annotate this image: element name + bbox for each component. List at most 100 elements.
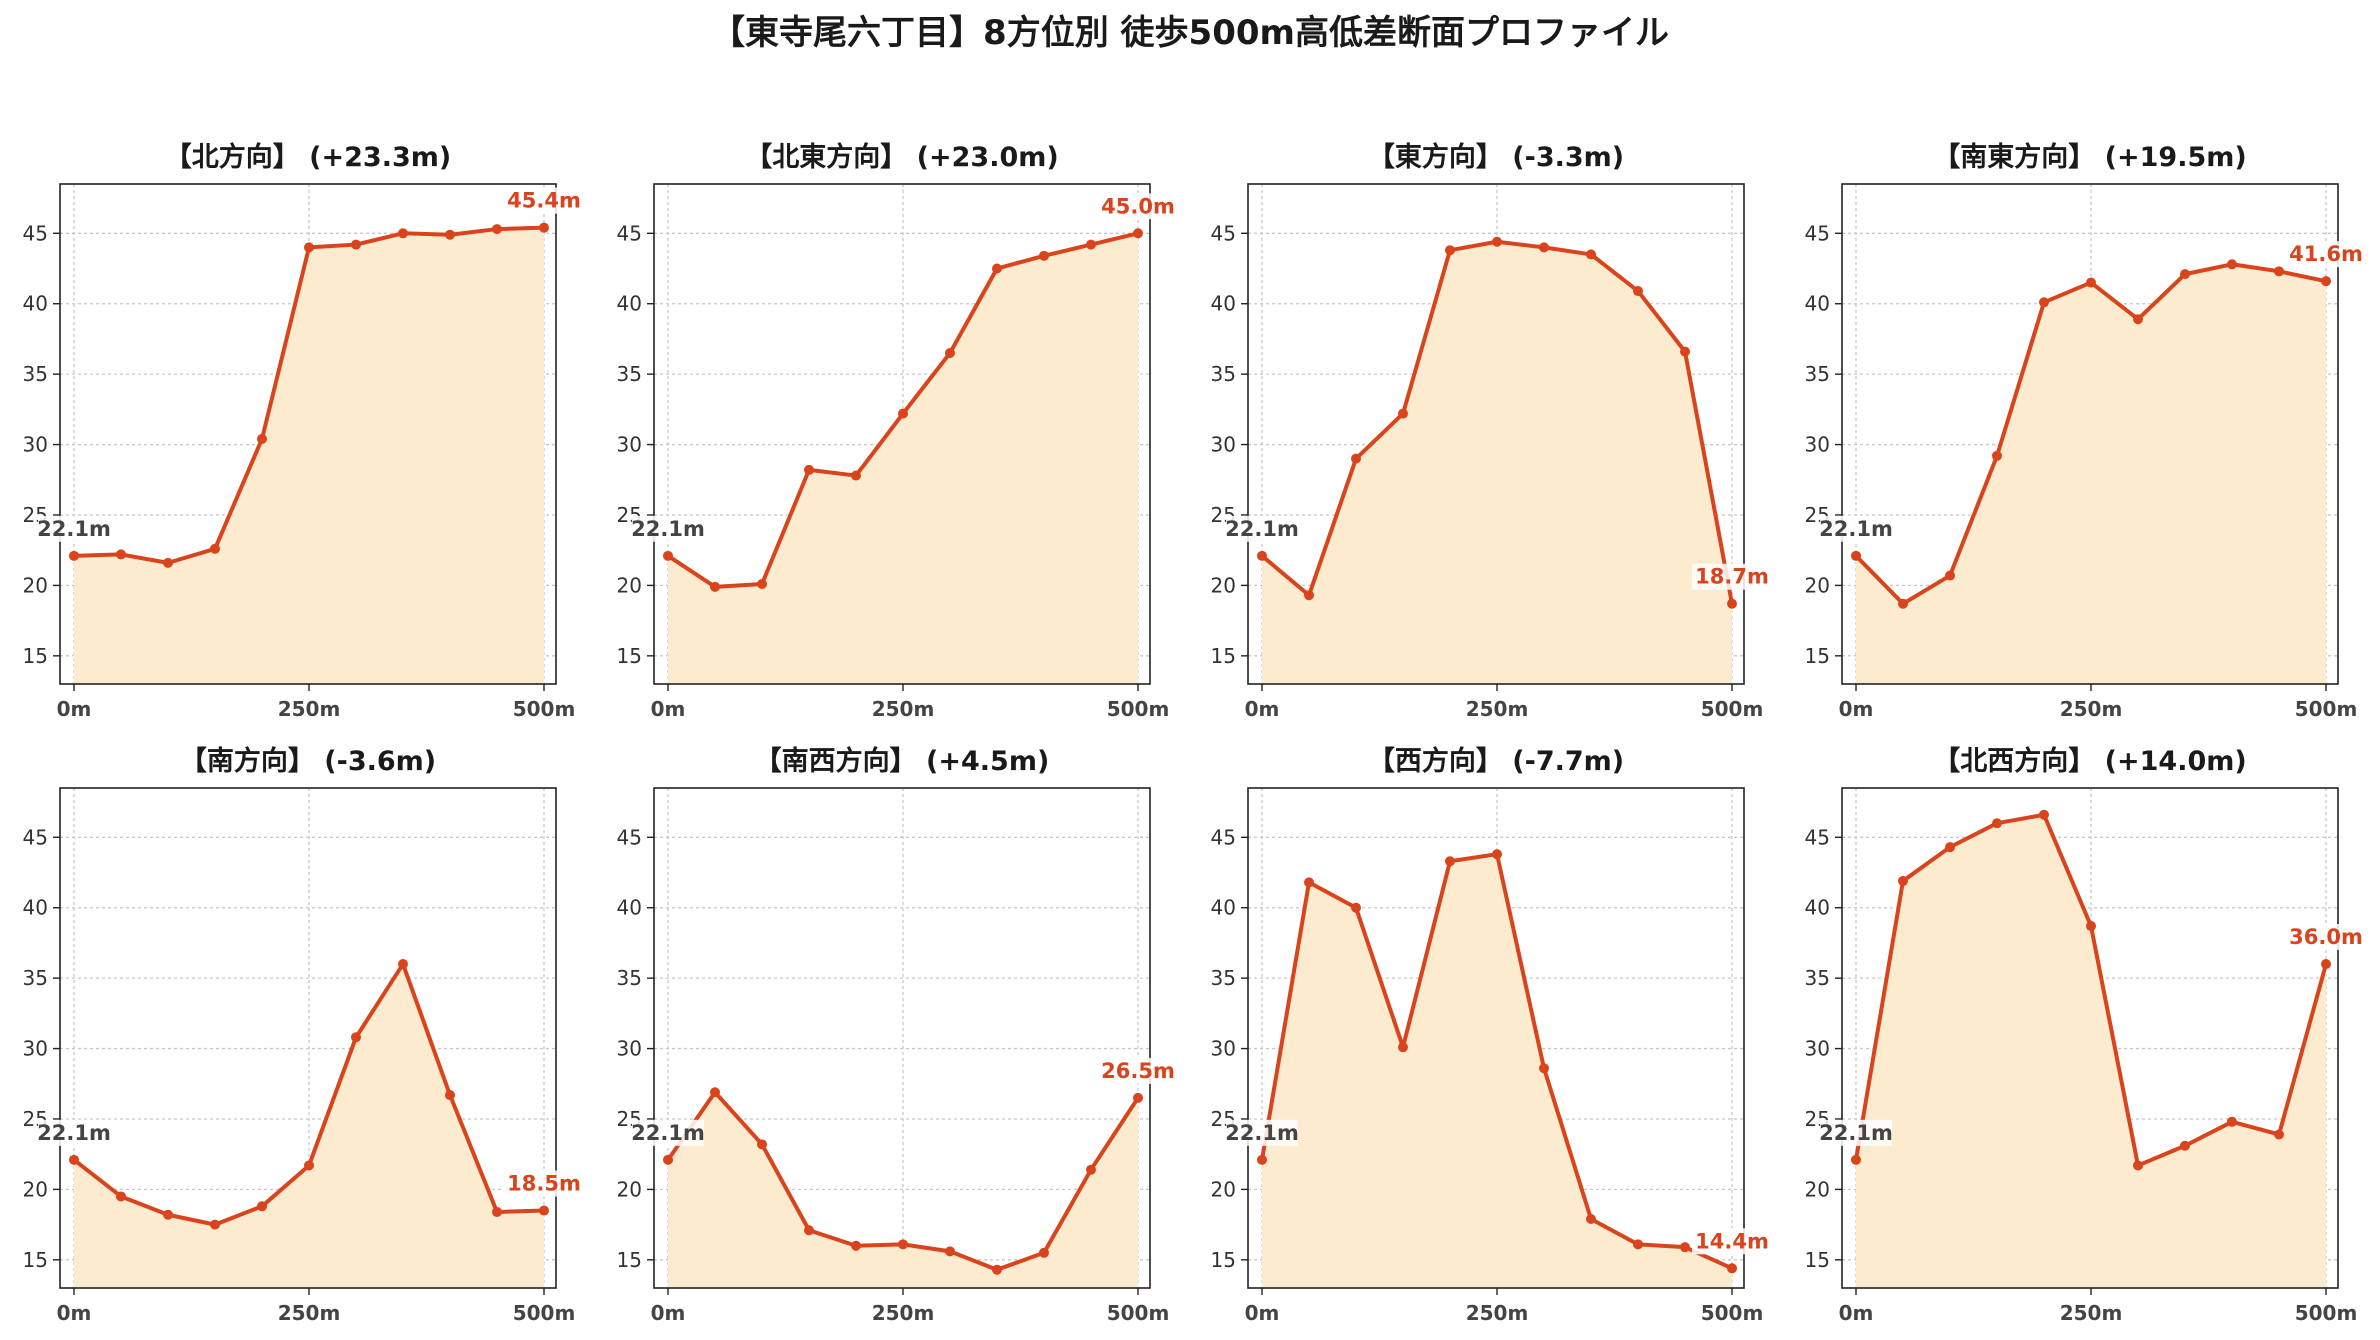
data-point (851, 1240, 861, 1251)
y-tick-label: 35 (1805, 362, 1830, 386)
data-point (898, 408, 908, 419)
start-elevation-label: 22.1m (631, 517, 705, 541)
x-tick-label: 250m (1466, 697, 1529, 721)
data-point (304, 1160, 314, 1171)
y-tick-label: 30 (1805, 1037, 1830, 1061)
area-fill (1262, 854, 1732, 1288)
start-label-bg (1820, 1119, 1892, 1146)
panel-title: 【北方向】 (+23.3m) (165, 141, 451, 173)
data-point (1992, 450, 2002, 461)
y-tick-label: 40 (23, 896, 48, 920)
data-point (1398, 1042, 1408, 1053)
data-point (1492, 849, 1502, 860)
x-tick-label: 500m (2295, 697, 2358, 721)
data-point (1945, 842, 1955, 853)
data-point (1851, 1154, 1861, 1165)
end-elevation-label: 45.4m (507, 189, 581, 213)
axes-frame (1247, 183, 1745, 685)
data-point (69, 550, 79, 561)
y-tick-label: 45 (1211, 825, 1236, 849)
start-elevation-label: 22.1m (37, 1121, 111, 1145)
data-point (2274, 1129, 2284, 1140)
data-point (304, 242, 314, 253)
data-point (1086, 1164, 1096, 1175)
y-tick-label: 30 (23, 1037, 48, 1061)
data-point (1680, 346, 1690, 357)
data-point (351, 1032, 361, 1043)
data-point (1039, 1247, 1049, 1258)
axes-frame (1247, 787, 1745, 1289)
data-point (1539, 242, 1549, 253)
data-point (1680, 1242, 1690, 1253)
start-elevation-label: 22.1m (631, 1121, 705, 1145)
y-tick-label: 45 (1805, 221, 1830, 245)
area-fill (1856, 264, 2326, 684)
start-label-bg (1820, 515, 1892, 542)
data-point (163, 557, 173, 568)
data-point (163, 1209, 173, 1220)
data-point (2274, 266, 2284, 277)
data-point (1445, 245, 1455, 256)
axes-frame (1841, 787, 2339, 1289)
end-label-bg (504, 1170, 584, 1197)
data-point (1727, 598, 1737, 609)
data-point (1945, 570, 1955, 581)
y-tick-label: 20 (617, 1177, 642, 1201)
y-tick-label: 15 (1805, 1248, 1830, 1272)
data-point (2321, 959, 2331, 970)
y-tick-label: 30 (1805, 433, 1830, 457)
data-point (1851, 550, 1861, 561)
x-tick-label: 0m (651, 1301, 686, 1325)
panel-title: 【西方向】 (-7.7m) (1368, 745, 1624, 777)
y-tick-label: 40 (23, 292, 48, 316)
x-tick-label: 0m (1839, 1301, 1874, 1325)
data-point (210, 1219, 220, 1230)
y-tick-label: 45 (1805, 825, 1830, 849)
start-elevation-label: 22.1m (1819, 1121, 1893, 1145)
x-tick-label: 250m (872, 1301, 935, 1325)
data-point (539, 222, 549, 233)
panel-title: 【南方向】 (-3.6m) (180, 745, 436, 777)
data-point (1257, 1154, 1267, 1165)
data-point (116, 1191, 126, 1202)
x-tick-label: 500m (1701, 1301, 1764, 1325)
y-tick-label: 20 (617, 573, 642, 597)
x-tick-label: 250m (2060, 1301, 2123, 1325)
y-tick-label: 35 (617, 966, 642, 990)
y-tick-label: 20 (1211, 573, 1236, 597)
data-point (539, 1205, 549, 1216)
x-tick-label: 500m (1701, 697, 1764, 721)
y-tick-label: 45 (617, 221, 642, 245)
data-point (116, 549, 126, 560)
x-tick-label: 500m (513, 697, 576, 721)
data-point (1898, 875, 1908, 886)
axes-frame (653, 787, 1151, 1289)
x-tick-label: 250m (2060, 697, 2123, 721)
data-point (945, 1246, 955, 1257)
start-elevation-label: 22.1m (1819, 517, 1893, 541)
y-tick-label: 35 (617, 362, 642, 386)
data-point (2180, 1140, 2190, 1151)
data-point (2227, 1116, 2237, 1127)
data-point (1398, 408, 1408, 419)
end-label-bg (2286, 924, 2366, 951)
end-label-bg (504, 187, 584, 214)
start-label-bg (38, 1119, 110, 1146)
data-point (69, 1154, 79, 1165)
end-elevation-label: 26.5m (1101, 1059, 1175, 1083)
data-point (757, 1139, 767, 1150)
data-point (1304, 590, 1314, 601)
data-point (210, 543, 220, 554)
start-elevation-label: 22.1m (37, 517, 111, 541)
data-point (1039, 250, 1049, 261)
data-point (492, 224, 502, 235)
data-point (1133, 228, 1143, 239)
data-point (1633, 286, 1643, 297)
data-point (2039, 297, 2049, 308)
data-point (257, 433, 267, 444)
data-point (492, 1206, 502, 1217)
